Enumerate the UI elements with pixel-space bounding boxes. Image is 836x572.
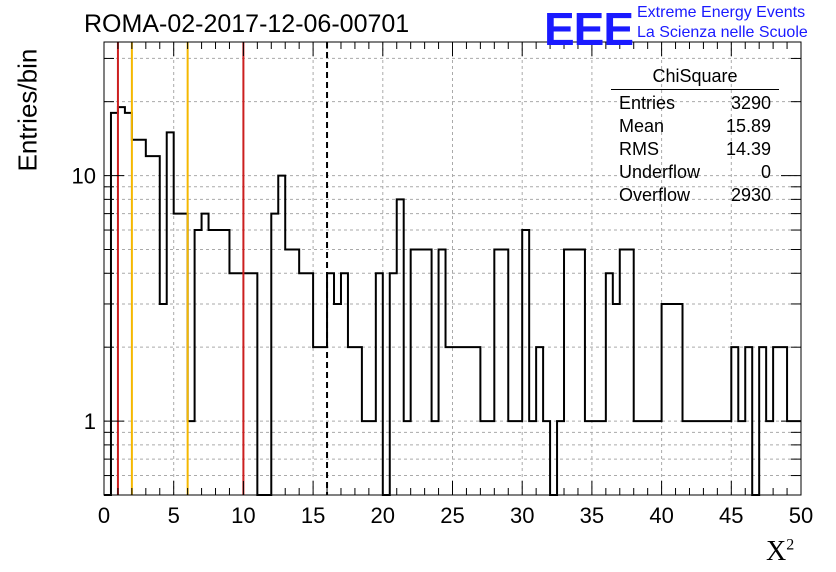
x-tick-label: 30 — [510, 503, 534, 528]
histogram-bin — [578, 249, 585, 495]
histogram-bin — [627, 249, 634, 495]
stats-row-overflow: Overflow 2930 — [611, 184, 779, 207]
stats-row-rms: RMS 14.39 — [611, 138, 779, 161]
histogram-bin — [195, 230, 202, 495]
histogram-bin — [334, 304, 341, 495]
stats-label: Entries — [619, 93, 676, 113]
stats-box: ChiSquare Entries 3290 Mean 15.89 RMS 14.39… — [611, 66, 779, 207]
histogram-bin — [676, 304, 683, 495]
histogram-bin — [327, 273, 334, 495]
histogram-bin — [132, 140, 139, 495]
histogram-bin — [174, 214, 181, 495]
histogram-bin — [620, 249, 627, 495]
stats-value: 2930 — [730, 185, 771, 205]
histogram-bin — [390, 273, 397, 495]
stats-label: Mean — [619, 116, 665, 136]
histogram-bin — [118, 107, 125, 495]
histogram-bin — [160, 304, 167, 495]
histogram-bin — [439, 249, 446, 495]
axis-ticks — [103, 42, 802, 495]
histogram-bin — [425, 249, 432, 495]
histogram-bin — [271, 214, 278, 495]
stats-title: ChiSquare — [611, 66, 779, 90]
histogram-bin — [341, 273, 348, 495]
histogram-bin — [278, 176, 285, 495]
stats-row-entries: Entries 3290 — [611, 92, 779, 115]
histogram-bin — [229, 273, 236, 495]
histogram-bin — [209, 230, 216, 495]
histogram-bin — [522, 230, 529, 495]
histogram-bin — [243, 273, 250, 495]
histogram-bin — [250, 273, 257, 495]
histogram-bin — [222, 230, 229, 495]
stats-row-underflow: Underflow 0 — [611, 161, 779, 184]
stats-value: 3290 — [730, 93, 771, 113]
stats-value: 0 — [760, 162, 771, 182]
histogram-bin — [202, 214, 209, 495]
histogram-bin — [494, 249, 501, 495]
histogram-bin — [146, 156, 153, 495]
x-tick-label: 20 — [371, 503, 395, 528]
histogram-bin — [606, 273, 613, 495]
x-tick-label: 50 — [789, 503, 813, 528]
stats-label: Underflow — [619, 162, 701, 182]
histogram-bin — [181, 214, 188, 495]
x-tick-label: 0 — [98, 503, 110, 528]
histogram-line — [104, 106, 801, 496]
tick-labels: 0 5 10 15 20 25 30 35 40 45 50 1 10 — [72, 164, 814, 528]
x-tick-label: 25 — [440, 503, 464, 528]
x-tick-label: 45 — [719, 503, 743, 528]
histogram-bin — [564, 249, 571, 495]
histogram-bin — [418, 249, 425, 495]
logo-subtitle-2: La Scienza nelle Scuole — [637, 24, 808, 41]
histogram-bin — [411, 249, 418, 495]
y-axis-label: Entries/bin — [12, 48, 43, 172]
histogram — [104, 106, 801, 496]
eee-logo: EEE — [544, 3, 634, 55]
histogram-bin — [669, 304, 676, 495]
histogram-bin — [216, 230, 223, 495]
histogram-bin — [153, 156, 160, 495]
reference-lines — [116, 42, 329, 495]
stats-label: RMS — [619, 139, 659, 159]
histogram-bin — [139, 140, 146, 495]
histogram-bin — [236, 273, 243, 495]
histogram-bin — [662, 304, 669, 495]
x-tick-label: 40 — [649, 503, 673, 528]
x-tick-label: 5 — [168, 503, 180, 528]
x-axis-label: X2 — [766, 536, 794, 568]
histogram-bin — [501, 249, 508, 495]
stats-row-mean: Mean 15.89 — [611, 115, 779, 138]
x-axis-label-exponent: 2 — [786, 536, 795, 554]
x-tick-label: 15 — [301, 503, 325, 528]
histogram-bin — [292, 249, 299, 495]
histogram-bin — [285, 249, 292, 495]
histogram-bin — [571, 249, 578, 495]
logo-subtitle-1: Extreme Energy Events — [637, 4, 806, 21]
x-tick-label: 10 — [231, 503, 255, 528]
chart-title: ROMA-02-2017-12-06-00701 — [84, 10, 410, 38]
y-tick-label: 1 — [84, 409, 96, 434]
histogram-bin — [376, 273, 383, 495]
y-tick-label: 10 — [72, 164, 96, 189]
x-tick-label: 35 — [580, 503, 604, 528]
histogram-bin — [613, 304, 620, 495]
histogram-bin — [306, 273, 313, 495]
stats-label: Overflow — [619, 185, 691, 205]
x-axis-label-symbol: X — [766, 536, 787, 567]
histogram-bin — [299, 273, 306, 495]
stats-value: 14.39 — [725, 139, 771, 159]
stats-value: 15.89 — [725, 116, 771, 136]
